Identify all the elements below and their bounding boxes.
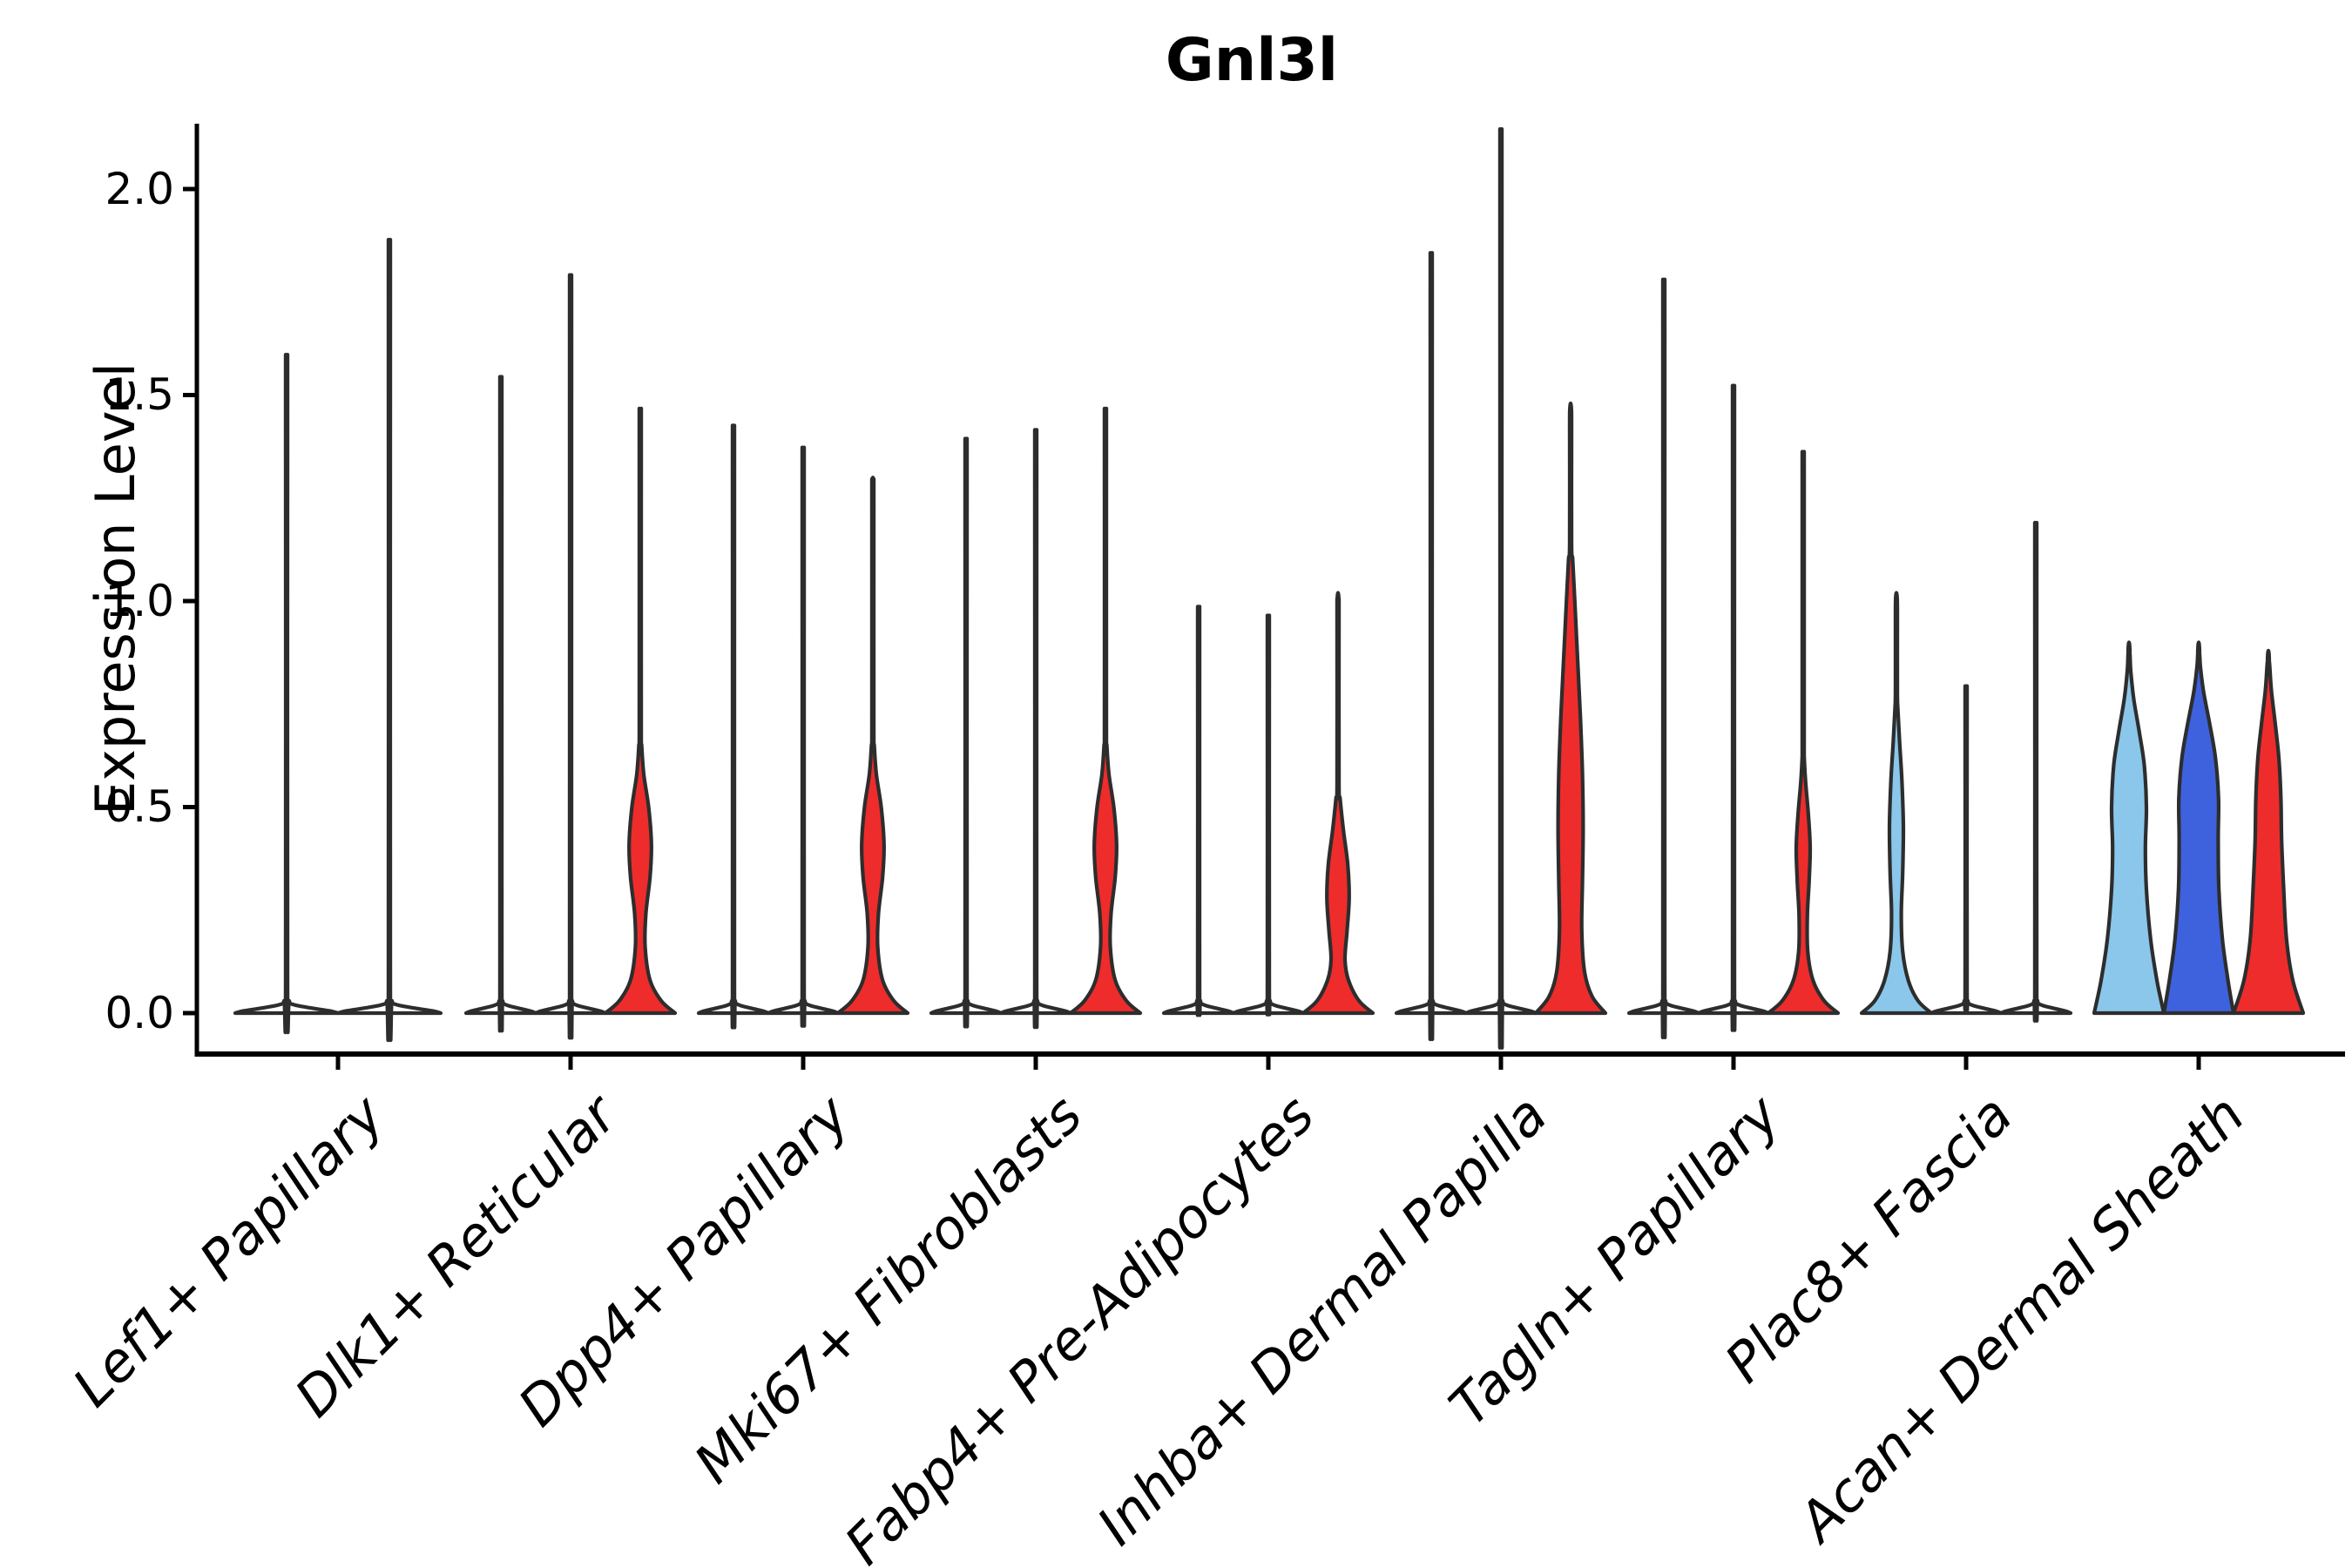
violin-Dpp4+-Papillary-1	[766, 445, 841, 1028]
violin-Fabp4+-Pre-Adipocytes-0	[1161, 605, 1236, 1017]
y-tick-label: 0.5	[105, 781, 174, 832]
y-tick-label: 2.0	[105, 164, 174, 214]
violin-Acan+-Dermal-Sheath-0	[2092, 640, 2166, 1016]
violin-Lef1+-Papillary-1	[335, 238, 443, 1043]
violin-Plac8+-Fascia-0	[1859, 591, 1934, 1016]
violin-Mki67+-Fibroblasts-2	[1068, 406, 1143, 1016]
violin-Fabp4+-Pre-Adipocytes-2	[1301, 591, 1375, 1016]
violin-Tagln+-Papillary-0	[1626, 277, 1701, 1040]
y-tick-label: 0.0	[105, 988, 174, 1038]
violin-Lef1+-Papillary-0	[233, 353, 341, 1034]
violin-Dlk1+-Reticular-2	[603, 406, 678, 1016]
chart-title: Gnl3l	[1165, 26, 1339, 95]
violin-Tagln+-Papillary-1	[1696, 383, 1771, 1032]
violin-Mki67+-Fibroblasts-1	[998, 428, 1073, 1030]
y-tick-label: 1.0	[105, 576, 174, 626]
violin-Mki67+-Fibroblasts-0	[929, 436, 1004, 1029]
y-tick-label: 1.5	[105, 369, 174, 420]
violin-Inhba+-Dermal-Papilla-0	[1394, 251, 1469, 1042]
violin-Plac8+-Fascia-2	[1998, 520, 2073, 1024]
violin-Inhba+-Dermal-Papilla-2	[1533, 401, 1608, 1016]
violin-Dpp4+-Papillary-2	[835, 476, 910, 1016]
violin-Dlk1+-Reticular-0	[463, 375, 538, 1033]
violin-Dpp4+-Papillary-0	[696, 423, 771, 1030]
violin-Acan+-Dermal-Sheath-2	[2231, 648, 2306, 1016]
violin-Fabp4+-Pre-Adipocytes-1	[1231, 613, 1306, 1017]
violin-Tagln+-Papillary-2	[1766, 449, 1841, 1016]
violin-Inhba+-Dermal-Papilla-1	[1463, 127, 1538, 1050]
violin-Dlk1+-Reticular-1	[533, 273, 608, 1040]
violin-Acan+-Dermal-Sheath-1	[2161, 640, 2236, 1016]
violin-Plac8+-Fascia-1	[1929, 684, 2004, 1016]
